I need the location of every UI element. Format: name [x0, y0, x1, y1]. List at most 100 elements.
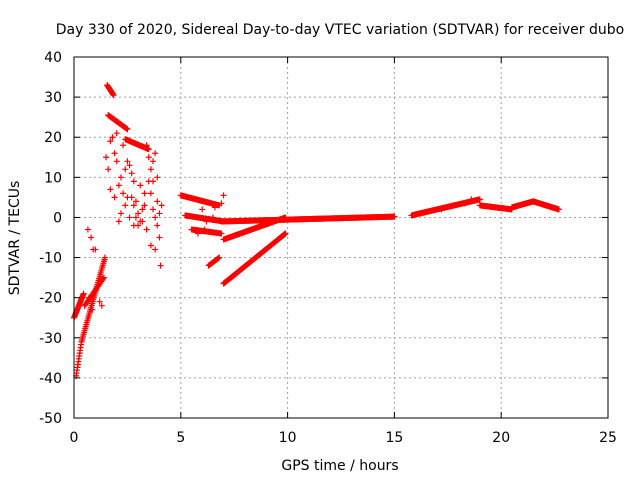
- data-point: [122, 166, 129, 173]
- data-point: [152, 214, 159, 221]
- data-point: [451, 202, 458, 209]
- data-point: [211, 204, 218, 211]
- data-point: [147, 166, 154, 173]
- data-point: [476, 196, 483, 203]
- data-point: [122, 202, 129, 209]
- data-point: [124, 126, 131, 133]
- data-point: [109, 134, 116, 141]
- y-tick-label: 30: [44, 90, 62, 106]
- data-point: [126, 162, 133, 169]
- data-point: [194, 230, 201, 237]
- tick-labels: 0 5 10 15 20 25 -50 -40 -30 -20 -10 0 10 20 30 40: [39, 50, 617, 446]
- data-point: [143, 142, 150, 149]
- data-point: [126, 214, 133, 221]
- axis-ticks: [73, 56, 609, 419]
- y-tick-label: -50: [39, 411, 62, 427]
- data-point: [150, 206, 157, 213]
- data-point: [468, 196, 475, 203]
- data-point: [113, 130, 120, 137]
- data-point: [391, 213, 398, 220]
- data-point: [150, 178, 157, 185]
- data-point: [130, 222, 137, 229]
- data-point: [92, 246, 99, 253]
- data-point: [89, 306, 96, 313]
- data-point: [101, 254, 108, 261]
- y-tick-label: -10: [39, 251, 62, 267]
- data-point: [157, 262, 164, 269]
- data-point: [128, 170, 135, 177]
- data-point: [150, 158, 157, 165]
- y-tick-label: 0: [53, 210, 62, 226]
- data-point: [215, 255, 222, 262]
- data-point: [132, 198, 139, 205]
- data-point: [141, 190, 148, 197]
- data-point: [120, 190, 127, 197]
- x-tick-label: 25: [599, 430, 617, 446]
- data-point: [113, 158, 120, 165]
- data-point: [128, 194, 135, 201]
- x-tick-label: 0: [70, 430, 79, 446]
- data-point: [98, 302, 105, 309]
- data-point: [88, 234, 95, 241]
- data-point: [100, 274, 107, 281]
- data-point: [107, 186, 114, 193]
- data-point: [216, 254, 223, 261]
- data-point: [152, 150, 159, 157]
- y-axis-label: SDTVAR / TECUs: [7, 181, 23, 296]
- y-tick-label: 40: [44, 50, 62, 66]
- data-point: [124, 158, 131, 165]
- x-tick-label: 10: [279, 430, 297, 446]
- data-point: [158, 202, 165, 209]
- data-point: [107, 138, 114, 145]
- data-point: [103, 154, 110, 161]
- data-point: [220, 192, 227, 199]
- data-series: [71, 82, 562, 379]
- grid: [74, 57, 608, 418]
- data-point: [80, 290, 87, 297]
- y-tick-label: -40: [39, 371, 62, 387]
- y-tick-label: -20: [39, 291, 62, 307]
- data-point: [282, 214, 289, 221]
- data-point: [120, 142, 127, 149]
- data-point: [96, 298, 103, 305]
- data-point: [147, 242, 154, 249]
- plot-frame: [73, 56, 609, 419]
- y-tick-label: 10: [44, 170, 62, 186]
- data-point: [132, 214, 139, 221]
- data-point: [130, 178, 137, 185]
- data-point: [145, 146, 152, 153]
- x-axis-label: GPS time / hours: [281, 458, 398, 474]
- data-point: [115, 182, 122, 189]
- data-point: [209, 214, 216, 221]
- data-point: [115, 218, 122, 225]
- data-point: [130, 202, 137, 209]
- data-point: [117, 210, 124, 217]
- data-point: [154, 174, 161, 181]
- data-point: [461, 200, 468, 207]
- data-point: [111, 150, 118, 157]
- data-point: [154, 222, 161, 229]
- data-point: [154, 198, 161, 205]
- y-tick-label: 20: [44, 130, 62, 146]
- data-point: [218, 200, 225, 207]
- data-point: [110, 92, 117, 99]
- x-tick-label: 20: [492, 430, 510, 446]
- data-point: [85, 294, 92, 301]
- data-point: [555, 206, 562, 213]
- data-point: [156, 210, 163, 217]
- data-point: [84, 226, 91, 233]
- data-point: [100, 275, 107, 282]
- data-point: [111, 194, 118, 201]
- data-point: [201, 226, 208, 233]
- x-tick-label: 15: [385, 430, 403, 446]
- data-point: [218, 230, 225, 237]
- data-point: [135, 210, 142, 217]
- data-point: [152, 246, 159, 253]
- data-point: [203, 218, 210, 225]
- data-point: [145, 154, 152, 161]
- data-point: [199, 206, 206, 213]
- data-point: [156, 234, 163, 241]
- data-point: [282, 230, 289, 237]
